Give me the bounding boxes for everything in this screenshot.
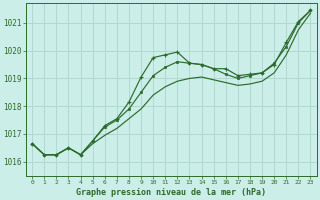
X-axis label: Graphe pression niveau de la mer (hPa): Graphe pression niveau de la mer (hPa) [76, 188, 266, 197]
